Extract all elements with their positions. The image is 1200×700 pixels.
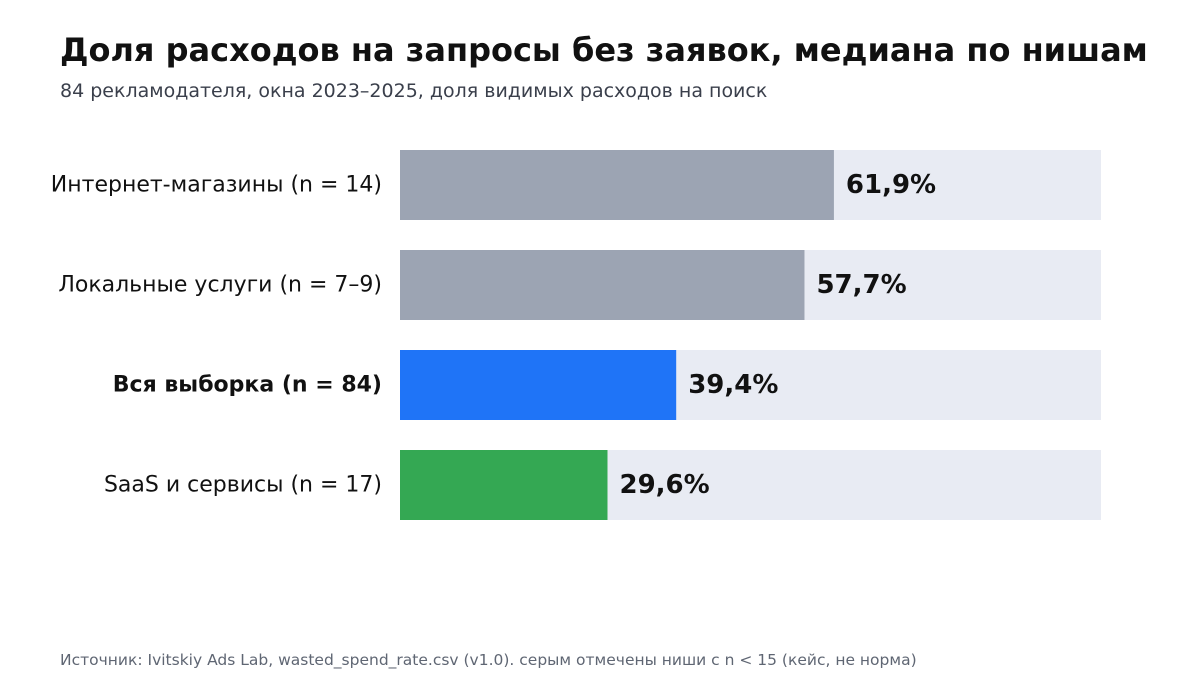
category-label: Интернет-магазины (n = 14) (51, 173, 382, 198)
category-label: Локальные услуги (n = 7–9) (58, 273, 382, 298)
bar (400, 350, 677, 420)
chart-subtitle: 84 рекламодателя, окна 2023–2025, доля в… (60, 80, 768, 102)
value-label: 29,6% (619, 470, 709, 500)
chart-title: Доля расходов на запросы без заявок, мед… (60, 31, 1148, 69)
value-label: 39,4% (688, 370, 778, 400)
value-label: 57,7% (816, 270, 906, 300)
category-label: SaaS и сервисы (n = 17) (104, 473, 382, 498)
bar (400, 250, 805, 320)
bar (400, 450, 608, 520)
source-note: Источник: Ivitskiy Ads Lab, wasted_spend… (60, 651, 917, 669)
value-label: 61,9% (846, 170, 936, 200)
category-label: Вся выборка (n = 84) (113, 373, 382, 398)
bar (400, 150, 834, 220)
